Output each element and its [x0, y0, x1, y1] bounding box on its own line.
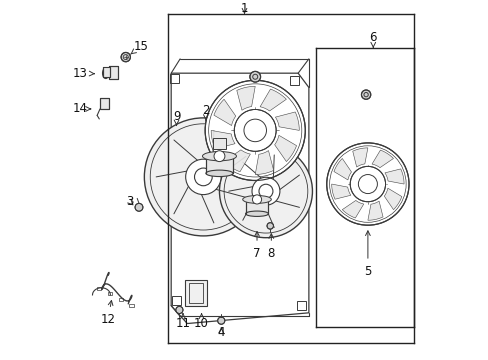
Text: 3: 3 — [126, 195, 133, 208]
Polygon shape — [352, 148, 367, 167]
Bar — [213, 138, 225, 149]
Text: 6: 6 — [369, 31, 376, 47]
Text: 11: 11 — [175, 314, 190, 330]
Polygon shape — [224, 150, 250, 172]
Circle shape — [135, 203, 142, 211]
Bar — [108, 66, 117, 78]
Circle shape — [252, 195, 261, 204]
Circle shape — [361, 90, 370, 99]
Ellipse shape — [242, 195, 271, 203]
Ellipse shape — [245, 211, 268, 216]
Bar — [108, 292, 112, 295]
Bar — [205, 156, 233, 173]
Polygon shape — [331, 184, 350, 199]
Bar — [189, 283, 203, 303]
Polygon shape — [384, 169, 403, 184]
Polygon shape — [371, 150, 393, 168]
Polygon shape — [255, 150, 273, 175]
Polygon shape — [236, 86, 255, 110]
Bar — [170, 74, 179, 83]
Polygon shape — [211, 130, 235, 149]
Circle shape — [266, 223, 273, 229]
Circle shape — [121, 53, 130, 62]
Bar — [103, 67, 110, 77]
Text: 1: 1 — [240, 2, 248, 15]
Bar — [100, 98, 109, 109]
Polygon shape — [171, 73, 308, 324]
Bar — [185, 280, 206, 306]
Polygon shape — [260, 89, 286, 111]
Polygon shape — [333, 158, 351, 180]
Circle shape — [251, 177, 279, 205]
Bar — [129, 304, 133, 307]
Circle shape — [144, 118, 262, 236]
Text: 12: 12 — [100, 301, 115, 327]
Text: 4: 4 — [217, 326, 224, 339]
Ellipse shape — [245, 196, 268, 203]
Bar — [97, 287, 101, 289]
Circle shape — [249, 71, 260, 82]
Bar — [172, 296, 181, 305]
Bar — [290, 76, 298, 85]
Circle shape — [185, 159, 221, 195]
Text: 8: 8 — [267, 234, 274, 260]
Polygon shape — [213, 99, 235, 126]
Circle shape — [326, 143, 408, 225]
Circle shape — [234, 109, 276, 151]
Text: 5: 5 — [364, 231, 371, 278]
Ellipse shape — [202, 152, 236, 161]
Bar — [245, 199, 268, 214]
Text: 14: 14 — [72, 103, 90, 116]
Text: 9: 9 — [172, 109, 180, 125]
Ellipse shape — [205, 170, 233, 176]
Polygon shape — [342, 201, 363, 218]
Circle shape — [205, 80, 305, 180]
Text: 13: 13 — [72, 67, 94, 80]
Text: 10: 10 — [194, 314, 208, 330]
Polygon shape — [274, 135, 296, 162]
Polygon shape — [275, 112, 299, 130]
Text: 2: 2 — [202, 104, 209, 120]
Bar — [297, 301, 305, 310]
Bar — [108, 66, 117, 78]
Text: 7: 7 — [253, 231, 260, 260]
Circle shape — [176, 306, 183, 314]
Ellipse shape — [205, 152, 233, 160]
Bar — [119, 298, 122, 301]
Text: 15: 15 — [130, 40, 148, 54]
Polygon shape — [384, 188, 401, 210]
Bar — [100, 98, 109, 109]
Circle shape — [214, 151, 224, 162]
Circle shape — [349, 166, 385, 202]
Circle shape — [219, 145, 312, 238]
Polygon shape — [367, 201, 382, 220]
Circle shape — [217, 317, 224, 324]
Ellipse shape — [102, 68, 109, 78]
